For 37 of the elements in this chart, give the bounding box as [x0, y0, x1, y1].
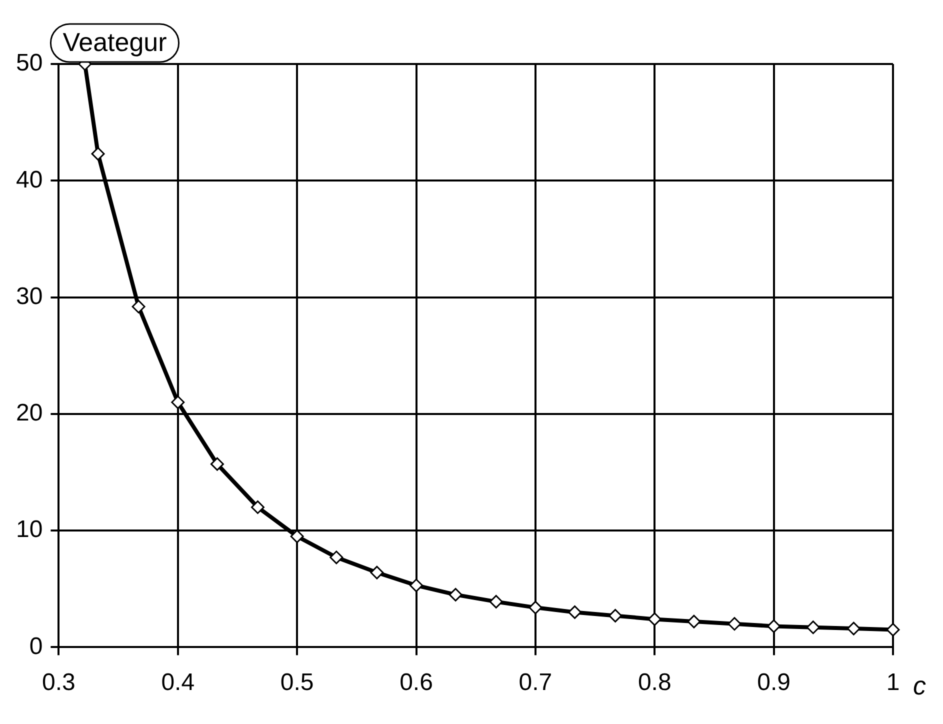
- point: [410, 578, 424, 592]
- point: [806, 620, 820, 634]
- x-tick-label: 0.4: [161, 669, 195, 696]
- point: [370, 566, 384, 580]
- point: [330, 550, 344, 564]
- y-tick-label: 40: [16, 166, 43, 194]
- point: [687, 614, 701, 628]
- point: [132, 300, 146, 314]
- point: [528, 600, 542, 614]
- point: [608, 608, 622, 622]
- point: [448, 588, 462, 602]
- point: [171, 396, 185, 410]
- point: [91, 147, 105, 161]
- x-tick-label: 0.7: [518, 669, 552, 696]
- y-tick-label: 10: [16, 516, 43, 544]
- point: [846, 622, 860, 636]
- y-tick-label: 20: [16, 400, 43, 427]
- point: [886, 622, 900, 636]
- point: [648, 612, 662, 626]
- x-tick-label: 1: [886, 669, 900, 696]
- point: [210, 457, 224, 471]
- x-tick-label: 0.8: [638, 669, 672, 696]
- y-axis-title: Veategur: [62, 27, 168, 58]
- point: [728, 617, 742, 631]
- point: [767, 619, 781, 633]
- y-tick-label: 0: [29, 632, 43, 660]
- point: [568, 605, 582, 619]
- x-axis-title: c: [913, 670, 926, 700]
- point: [290, 530, 304, 544]
- x-tick-label: 0.9: [757, 669, 790, 696]
- x-tick-label: 0.5: [280, 669, 314, 696]
- point: [250, 500, 264, 514]
- x-tick-label: 0.6: [400, 669, 433, 696]
- y-tick-label: 50: [16, 50, 43, 77]
- y-tick-label: 30: [16, 282, 43, 310]
- point: [489, 594, 503, 608]
- x-tick-label: 0.3: [42, 669, 76, 696]
